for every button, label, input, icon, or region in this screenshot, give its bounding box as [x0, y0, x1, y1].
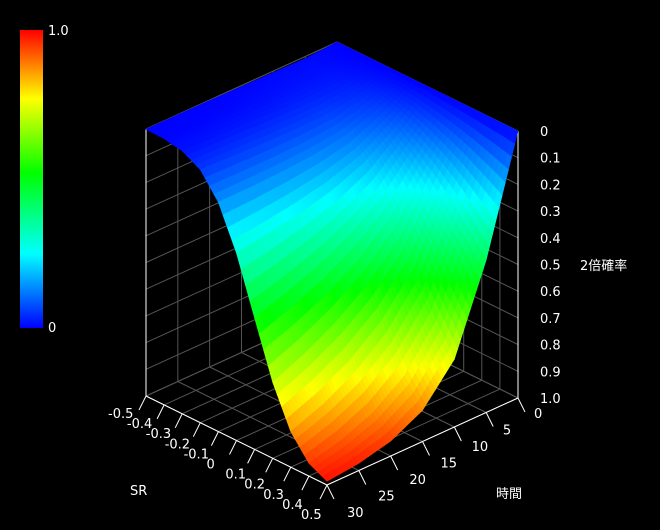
x-tick — [283, 466, 292, 482]
colorbar-max-label: 1.0 — [48, 24, 69, 39]
x-tick — [265, 458, 274, 473]
x-tick — [174, 413, 183, 429]
x-tick — [192, 422, 201, 437]
z-tick-label: 0.2 — [540, 178, 561, 193]
y-tick — [390, 455, 399, 471]
z-tick-label: 0.3 — [540, 205, 561, 220]
x-tick — [247, 449, 256, 464]
y-tick — [422, 441, 430, 456]
x-tick-label: 0 — [207, 458, 215, 473]
z-axis-label: 2倍確率 — [580, 258, 627, 274]
x-tick-label: -0.3 — [146, 427, 171, 442]
y-tick-label: 25 — [378, 490, 395, 505]
z-tick-label: 0.4 — [540, 232, 561, 247]
surface-cell — [321, 474, 331, 482]
y-tick — [517, 397, 526, 413]
z-tick-label: 0.5 — [540, 259, 561, 274]
y-tick-label: 5 — [503, 424, 511, 439]
z-tick-label: 0.6 — [540, 285, 561, 300]
x-tick — [138, 395, 147, 411]
y-tick-label: 15 — [441, 457, 458, 472]
x-tick-label: -0.2 — [165, 437, 190, 452]
x-tick-label: 0.2 — [244, 478, 265, 493]
x-tick — [319, 484, 328, 500]
axes — [138, 129, 526, 500]
y-tick-label: 0 — [534, 407, 542, 422]
z-tick-label: 0.7 — [540, 312, 561, 327]
tick-labels: -0.5-0.4-0.3-0.2-0.100.10.20.30.40.50510… — [108, 125, 561, 523]
y-tick-label: 10 — [472, 440, 489, 455]
x-tick-label: 0.4 — [282, 498, 303, 513]
x-tick-label: -0.5 — [108, 407, 133, 422]
x-tick — [229, 440, 237, 455]
y-axis-label: 時間 — [496, 487, 522, 502]
y-tick — [453, 426, 462, 442]
x-tick-label: 0.5 — [301, 508, 322, 523]
x-tick-label: -0.4 — [127, 417, 152, 432]
z-tick-label: 1.0 — [540, 392, 561, 407]
x-tick — [301, 475, 310, 491]
x-axis-label: SR — [130, 484, 147, 499]
y-tick — [358, 470, 367, 485]
y-tick — [326, 484, 335, 500]
x-tick — [156, 404, 165, 420]
y-tick-label: 20 — [409, 473, 426, 488]
y-tick-label: 30 — [347, 506, 364, 521]
z-tick-label: 0 — [540, 125, 548, 140]
x-tick-label: 0.3 — [263, 488, 284, 503]
colorbar — [20, 30, 43, 328]
y-tick — [485, 412, 494, 427]
z-tick-label: 0.8 — [540, 339, 561, 354]
z-tick-label: 0.9 — [540, 365, 561, 380]
surface — [145, 41, 519, 482]
x-tick-label: 0.1 — [225, 468, 246, 483]
x-tick-label: -0.1 — [184, 447, 209, 462]
colorbar-min-label: 0 — [48, 321, 56, 336]
x-tick — [210, 431, 219, 446]
z-tick-label: 0.1 — [540, 152, 561, 167]
